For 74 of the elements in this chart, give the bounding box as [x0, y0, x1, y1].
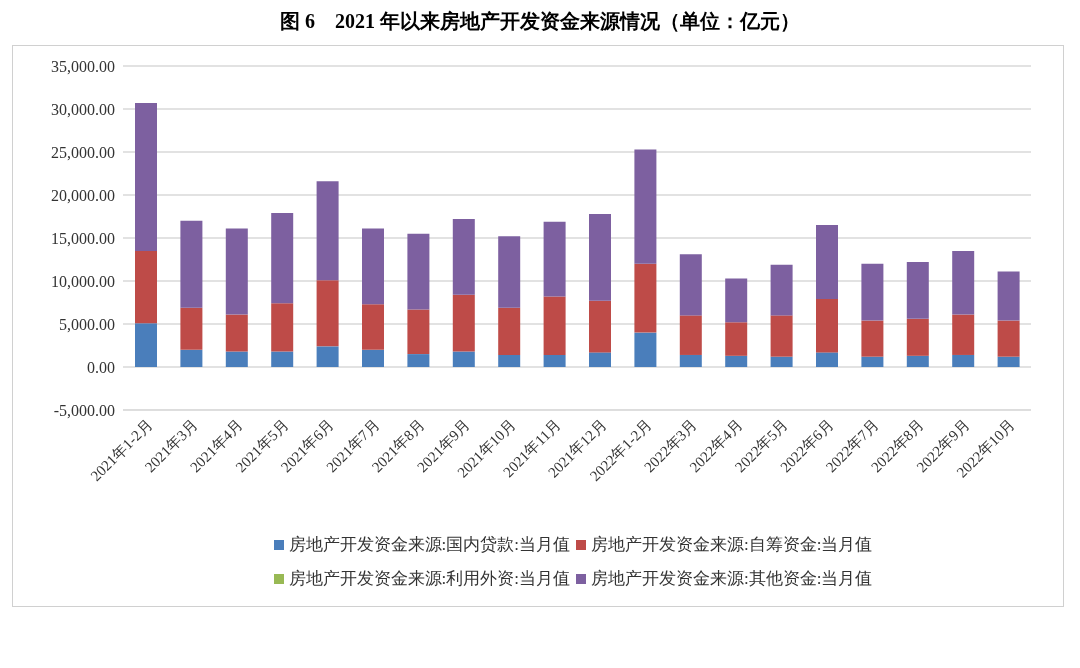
- bar: [679, 315, 702, 355]
- bar: [180, 349, 203, 367]
- bar: [997, 320, 1020, 357]
- bar: [770, 264, 793, 316]
- bar: [906, 355, 929, 367]
- bar: [589, 352, 611, 367]
- bar: [135, 323, 157, 367]
- bar: [225, 314, 248, 352]
- bar: [180, 220, 203, 308]
- bar: [679, 354, 702, 367]
- bar: [906, 318, 929, 356]
- bar: [952, 250, 975, 315]
- bar: [498, 354, 521, 367]
- y-tick-label: 0.00: [87, 358, 115, 376]
- bar: [770, 315, 793, 357]
- legend-label: 房地产开发资金来源:国内贷款:当月值: [288, 534, 570, 556]
- bar: [225, 351, 248, 367]
- bar: [316, 181, 339, 281]
- bar: [362, 349, 384, 367]
- y-tick-label: 20,000.00: [51, 186, 115, 204]
- bar: [634, 263, 657, 333]
- bar: [861, 263, 884, 321]
- y-tick-label: -5,000.00: [53, 401, 115, 419]
- bar: [816, 225, 838, 300]
- bar: [770, 356, 793, 367]
- bar: [589, 213, 611, 301]
- bar: [543, 221, 566, 297]
- bar: [498, 236, 521, 308]
- bar: [816, 299, 838, 353]
- bar: [589, 300, 611, 353]
- y-tick-label: 10,000.00: [51, 272, 115, 290]
- y-tick-label: 35,000.00: [51, 57, 115, 75]
- bar: [271, 303, 294, 352]
- bar: [135, 250, 157, 324]
- bar: [725, 322, 748, 356]
- chart-title: 图 6 2021 年以来房地产开发资金来源情况（单位：亿元）: [279, 9, 801, 34]
- bar: [498, 307, 521, 355]
- bar: [861, 356, 884, 367]
- bar: [725, 278, 748, 323]
- y-tick-label: 15,000.00: [51, 229, 115, 247]
- bar: [316, 280, 339, 347]
- bar: [271, 213, 294, 304]
- bar: [180, 307, 203, 350]
- bar: [452, 351, 475, 367]
- bar: [407, 233, 430, 310]
- bar: [906, 262, 929, 319]
- bar: [362, 304, 384, 350]
- bar: [634, 149, 657, 264]
- bar: [816, 352, 838, 367]
- bar: [952, 354, 975, 367]
- bar: [861, 320, 884, 357]
- y-tick-label: 5,000.00: [59, 315, 115, 333]
- bar: [407, 309, 430, 355]
- bar: [271, 351, 294, 367]
- bar: [725, 355, 748, 367]
- bar: [452, 219, 475, 295]
- legend-label: 房地产开发资金来源:利用外资:当月值: [288, 568, 570, 590]
- bar: [407, 354, 430, 367]
- bar: [634, 332, 657, 367]
- bar: [997, 356, 1020, 367]
- bar: [225, 228, 248, 315]
- bar: [316, 346, 339, 367]
- bar: [362, 228, 384, 305]
- bar: [135, 102, 157, 251]
- bar: [952, 314, 975, 355]
- legend-label: 房地产开发资金来源:自筹资金:当月值: [591, 534, 873, 556]
- y-tick-label: 25,000.00: [51, 143, 115, 161]
- bar: [679, 254, 702, 316]
- y-tick-label: 30,000.00: [51, 100, 115, 118]
- bar: [543, 354, 566, 367]
- legend-label: 房地产开发资金来源:其他资金:当月值: [591, 568, 873, 590]
- bar: [997, 271, 1020, 321]
- bar: [543, 296, 566, 355]
- bar: [452, 294, 475, 352]
